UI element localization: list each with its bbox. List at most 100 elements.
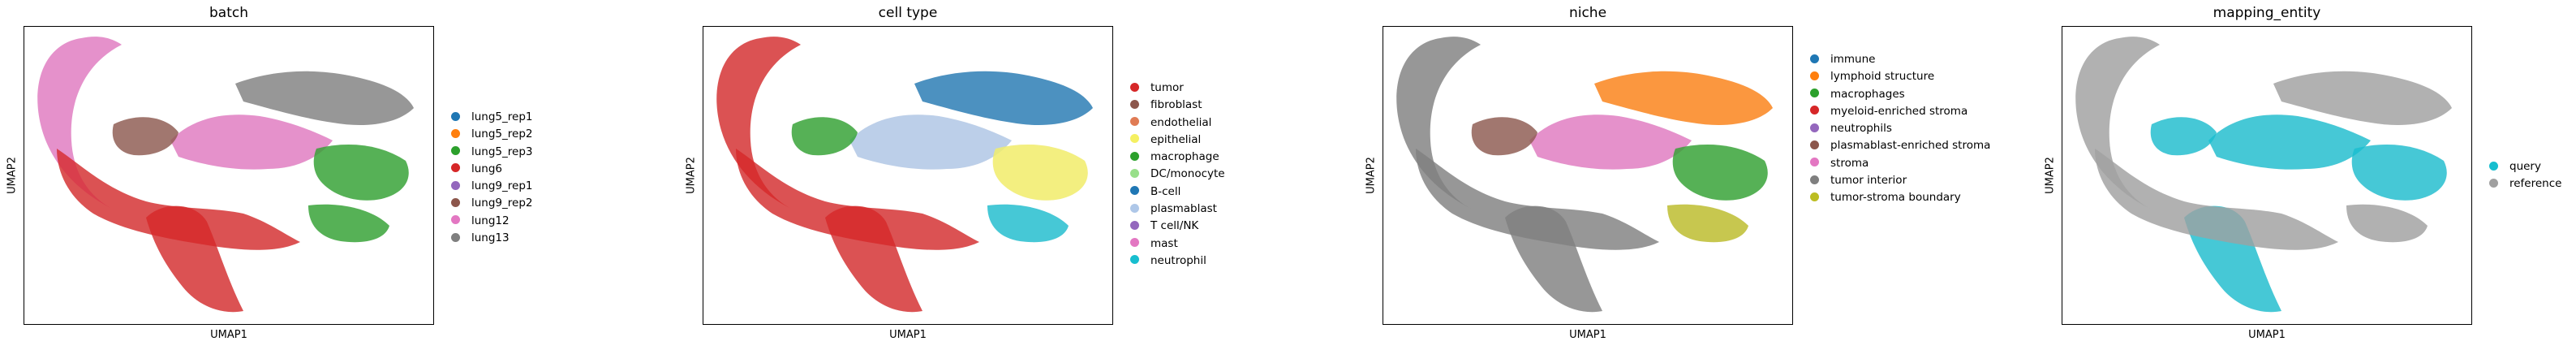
cluster-lowright — [2346, 204, 2428, 243]
legend-marker — [1130, 220, 1139, 230]
cluster-crescent — [2075, 37, 2160, 210]
legend-marker — [1810, 140, 1819, 149]
legend-label: macrophages — [1830, 87, 1905, 101]
legend: lung5_rep1 lung5_rep2 lung5_rep3 lung6 lung9… — [451, 109, 533, 247]
legend-label: myeloid-enriched stroma — [1830, 104, 1968, 118]
legend-marker — [451, 215, 460, 225]
legend-marker — [1810, 158, 1819, 167]
legend-label: endothelial — [1150, 115, 1212, 129]
legend-marker — [1130, 151, 1139, 161]
legend-item: lung5_rep3 — [451, 144, 533, 161]
legend-label: reference — [2509, 177, 2562, 191]
legend-item: macrophages — [1810, 86, 1990, 103]
legend-item: lung6 — [451, 161, 533, 178]
legend-marker — [2489, 161, 2498, 171]
cluster-lowright — [1667, 204, 1748, 243]
legend: tumor fibroblast endothelial epithelial macr… — [1130, 80, 1225, 270]
cluster-right — [313, 145, 409, 201]
legend-marker — [1810, 71, 1819, 80]
y-axis-label: UMAP2 — [6, 157, 19, 194]
cluster-crescent — [1396, 37, 1481, 210]
legend-item: query — [2489, 158, 2561, 175]
legend-label: lung5_rep2 — [471, 127, 533, 141]
legend-label: lung9_rep2 — [471, 197, 533, 210]
legend-label: lymphoid structure — [1830, 70, 1935, 84]
legend-marker — [1810, 123, 1819, 132]
legend-label: DC/monocyte — [1150, 167, 1225, 181]
legend-marker — [451, 197, 460, 207]
legend-item: plasmablast-enriched stroma — [1810, 137, 1990, 154]
legend-item: stroma — [1810, 155, 1990, 172]
legend-item: lung5_rep2 — [451, 126, 533, 143]
legend-marker — [451, 180, 460, 190]
legend-marker — [1810, 54, 1819, 63]
cluster-crescent — [37, 37, 123, 210]
legend-item: B-cell — [1130, 184, 1225, 201]
cluster-left — [736, 149, 979, 250]
cluster-top — [1594, 71, 1773, 125]
y-axis-label: UMAP2 — [1365, 157, 1378, 194]
legend-marker — [1810, 106, 1819, 115]
legend-marker — [1130, 117, 1139, 127]
plot-area — [1383, 26, 1793, 325]
legend-marker — [1130, 186, 1139, 196]
cluster-left — [2095, 149, 2338, 250]
cluster-top — [914, 71, 1093, 125]
legend-item: macrophage — [1130, 149, 1225, 166]
legend-marker — [1810, 89, 1819, 98]
cluster-midblob — [1471, 117, 1537, 156]
legend-marker — [1130, 134, 1139, 144]
legend-item: mast — [1130, 235, 1225, 253]
legend-label: T cell/NK — [1150, 219, 1199, 233]
cluster-top — [235, 71, 414, 125]
cluster-center — [170, 115, 333, 170]
legend-item: lung5_rep1 — [451, 109, 533, 126]
legend-label: query — [2509, 160, 2541, 173]
legend-label: B-cell — [1150, 184, 1181, 198]
legend-marker — [451, 146, 460, 156]
umap-scatter — [1396, 37, 1773, 313]
legend-item: epithelial — [1130, 132, 1225, 149]
legend-marker — [1130, 82, 1139, 92]
legend-item: reference — [2489, 175, 2561, 192]
legend-label: macrophage — [1150, 150, 1219, 164]
legend-item: fibroblast — [1130, 97, 1225, 114]
plot-area — [703, 26, 1113, 325]
x-axis-label: UMAP1 — [2248, 329, 2286, 341]
legend-item: DC/monocyte — [1130, 166, 1225, 183]
umap-scatter — [2075, 37, 2452, 313]
x-axis-label: UMAP1 — [210, 329, 247, 341]
cluster-crescent — [716, 37, 801, 210]
x-axis-label: UMAP1 — [889, 329, 927, 341]
legend-label: immune — [1830, 53, 1876, 66]
legend-item: tumor-stroma boundary — [1810, 189, 1990, 206]
legend-item: lung9_rep2 — [451, 195, 533, 212]
legend: immune lymphoid structure macrophages myelo… — [1810, 51, 1990, 207]
legend-label: lung12 — [471, 214, 510, 227]
legend-item: tumor interior — [1810, 172, 1990, 189]
cluster-midblob — [2150, 117, 2217, 156]
legend-marker — [1130, 168, 1139, 178]
umap-scatter — [716, 37, 1093, 313]
legend-label: fibroblast — [1150, 98, 1202, 112]
legend-marker — [1810, 175, 1819, 184]
legend-marker — [1130, 255, 1139, 265]
legend-marker — [1130, 238, 1139, 248]
legend-label: lung13 — [471, 231, 510, 245]
legend-marker — [451, 232, 460, 242]
cluster-right — [2351, 145, 2447, 201]
legend-item: endothelial — [1130, 115, 1225, 132]
plot-area — [2062, 26, 2472, 325]
cluster-left — [1416, 149, 1659, 250]
cluster-left — [57, 149, 300, 250]
legend-label: tumor-stroma boundary — [1830, 191, 1961, 205]
cluster-top — [2273, 71, 2452, 125]
legend-label: neutrophils — [1830, 122, 1892, 136]
legend-item: tumor — [1130, 80, 1225, 97]
legend-item: plasmablast — [1130, 201, 1225, 218]
panel-title: niche — [1568, 5, 1607, 21]
y-axis-label: UMAP2 — [685, 157, 698, 194]
legend-marker — [1130, 203, 1139, 213]
legend: query reference — [2489, 158, 2561, 193]
legend-marker — [451, 111, 460, 121]
